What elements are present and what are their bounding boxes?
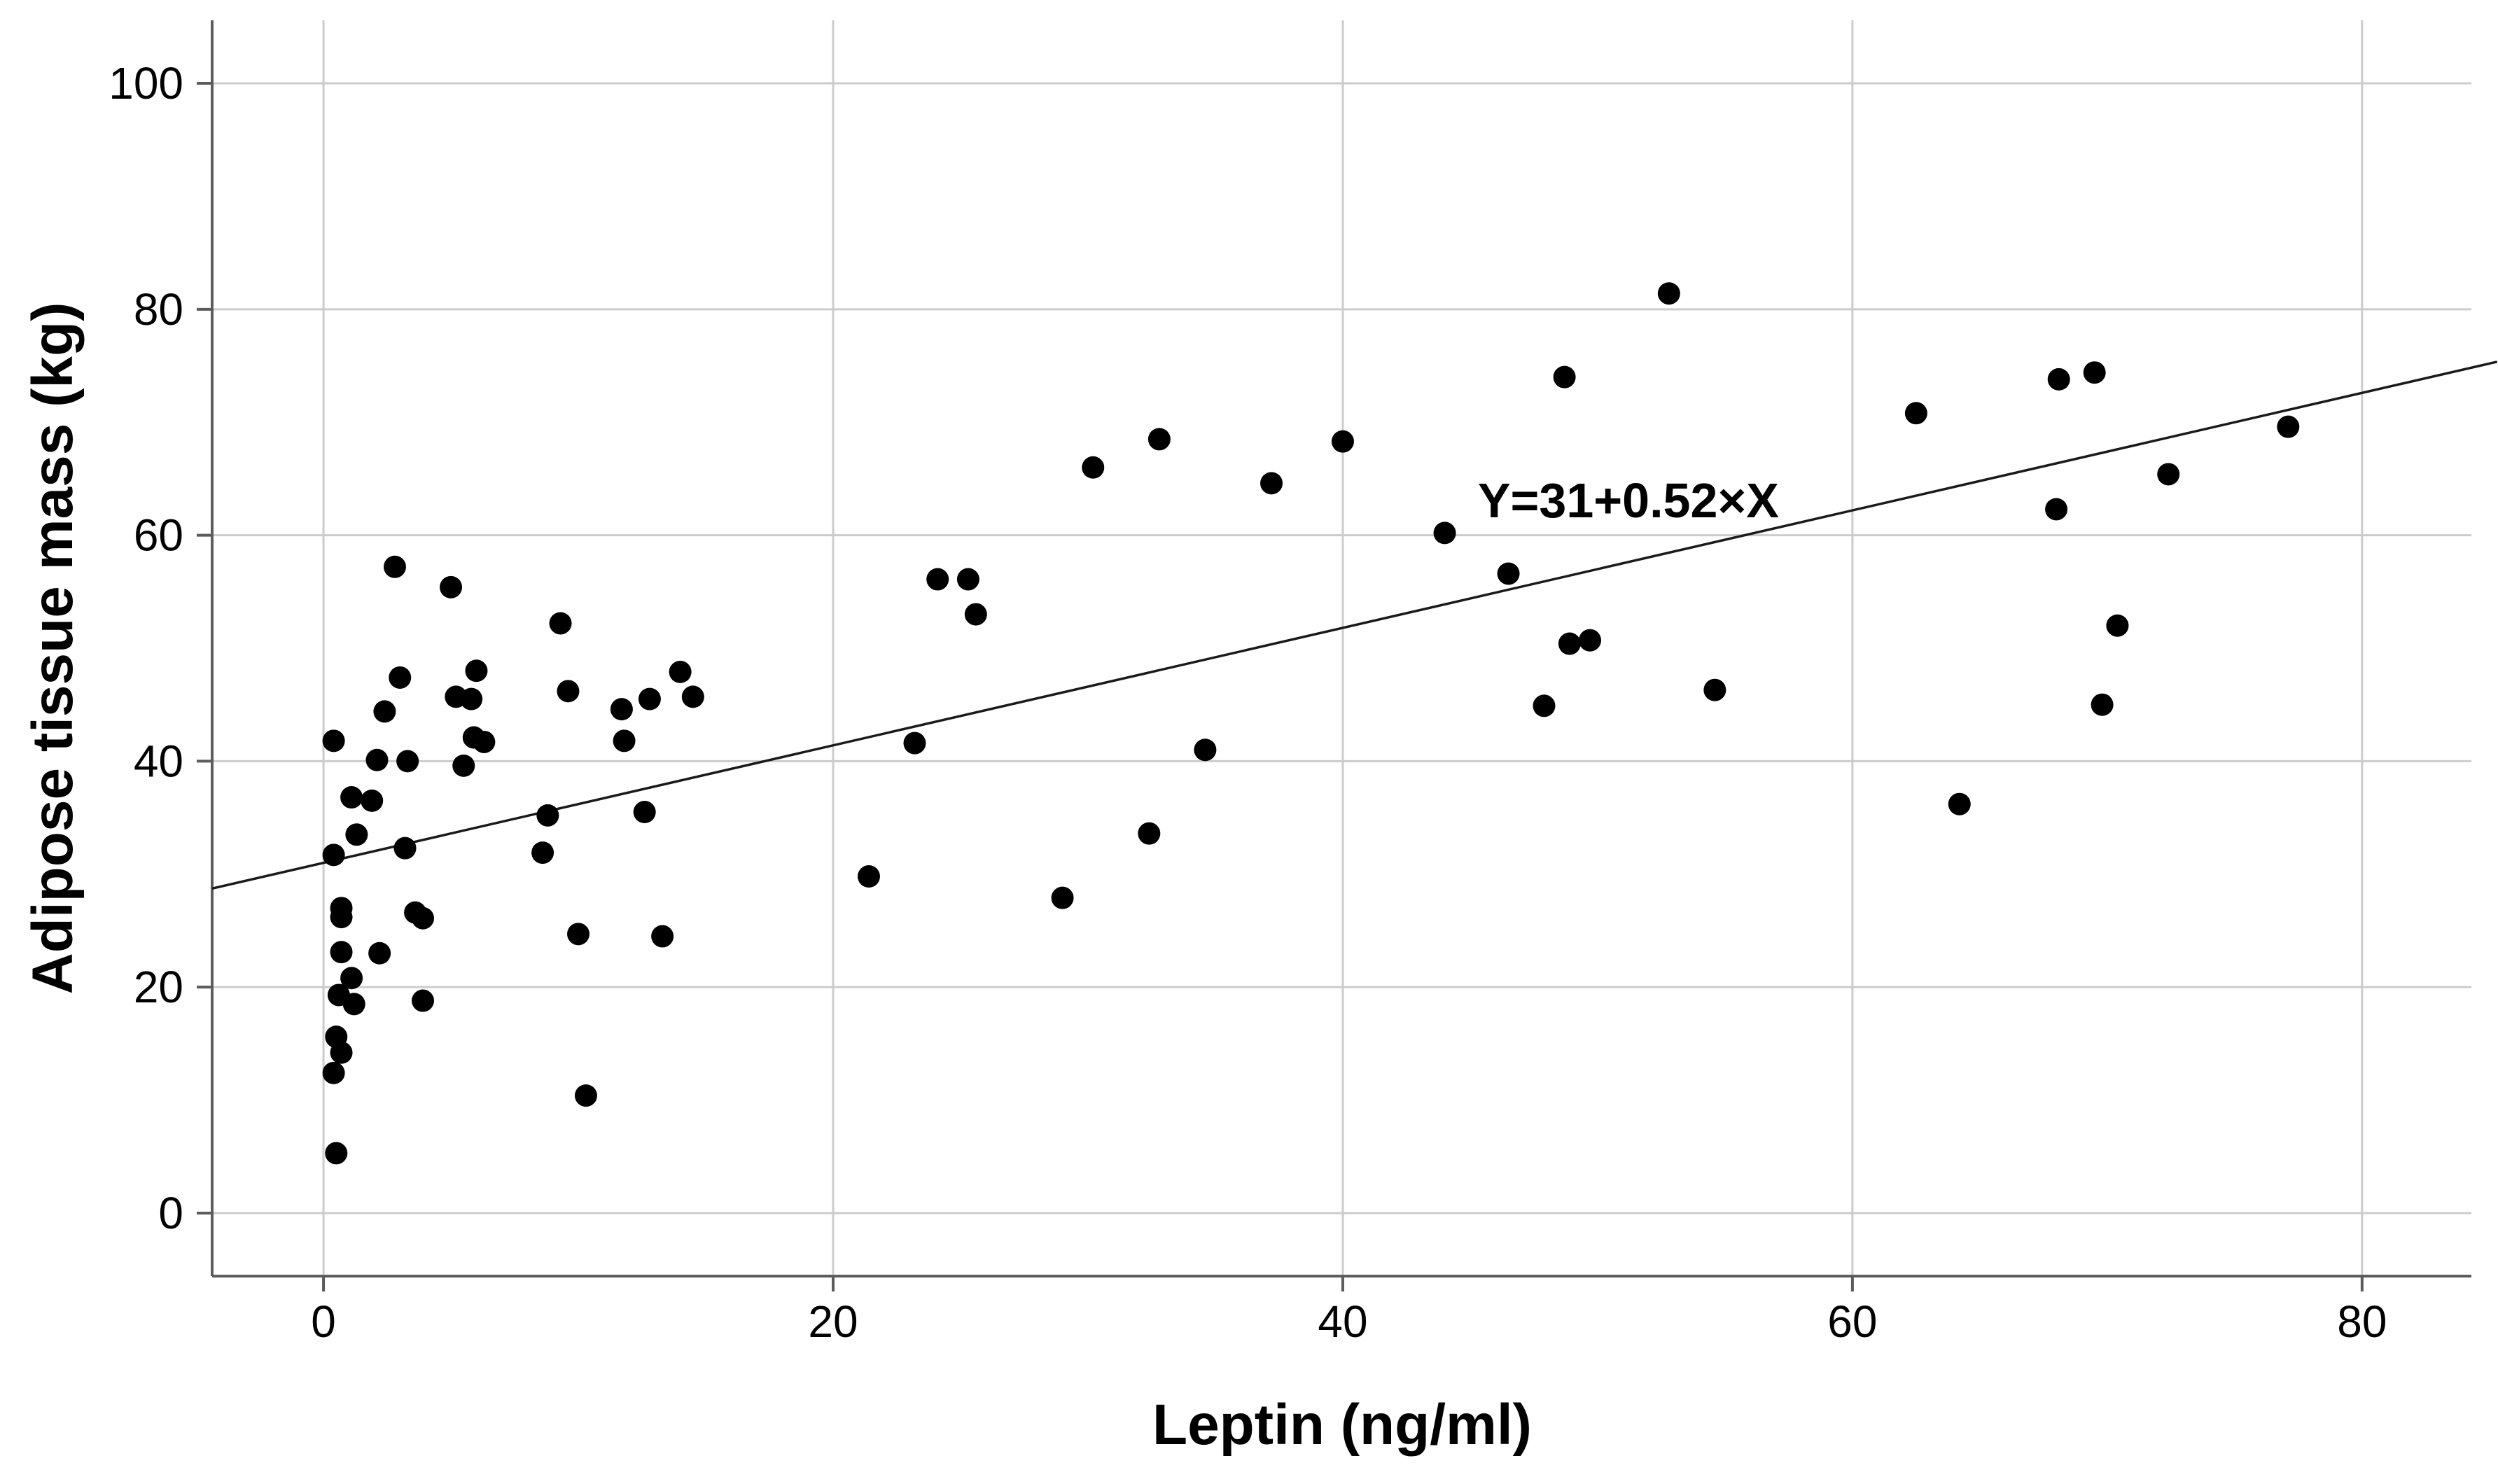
- data-point: [567, 923, 590, 946]
- data-point: [956, 568, 979, 591]
- data-point: [1433, 522, 1456, 545]
- data-point: [1331, 430, 1354, 453]
- data-point: [325, 1026, 348, 1049]
- data-point: [373, 700, 396, 723]
- data-point: [638, 687, 661, 710]
- data-point: [557, 680, 580, 703]
- data-point: [2083, 361, 2106, 384]
- data-point: [1579, 629, 1602, 652]
- y-tick-label: 60: [134, 510, 183, 561]
- data-point: [325, 1142, 348, 1165]
- y-axis-title: Adipose tissue mass (kg): [21, 302, 85, 995]
- data-point: [322, 729, 345, 752]
- data-point: [1904, 402, 1927, 425]
- data-points: [322, 282, 2300, 1165]
- data-point: [368, 941, 391, 965]
- data-point: [1147, 428, 1171, 451]
- data-point: [669, 660, 692, 683]
- data-point: [926, 568, 949, 591]
- data-point: [452, 754, 475, 777]
- data-point: [396, 750, 419, 773]
- data-point: [2106, 614, 2129, 637]
- data-point: [345, 823, 368, 846]
- data-point: [681, 685, 704, 708]
- data-point: [651, 925, 674, 948]
- data-point: [1082, 456, 1105, 479]
- data-point: [322, 844, 345, 867]
- data-point: [2277, 415, 2300, 438]
- y-tick-label: 80: [134, 284, 183, 335]
- x-tick-label: 0: [311, 1296, 336, 1347]
- data-point: [1948, 792, 1971, 816]
- data-point: [2047, 368, 2070, 391]
- y-tick-label: 20: [134, 962, 183, 1012]
- tick-marks-and-labels: 0 20 40 60 80 0 20 40 60 80 100: [109, 58, 2387, 1347]
- data-point: [549, 612, 572, 635]
- data-point: [322, 1061, 345, 1084]
- data-point: [2157, 463, 2180, 486]
- x-tick-label: 60: [1827, 1296, 1877, 1347]
- x-tick-label: 80: [2337, 1296, 2387, 1347]
- data-point: [440, 575, 463, 598]
- data-point: [1558, 632, 1581, 655]
- data-point: [473, 730, 496, 753]
- regression-equation-label: Y=31+0.52×X: [1478, 473, 1779, 528]
- y-tick-label: 0: [158, 1188, 183, 1238]
- data-point: [1194, 738, 1217, 762]
- x-axis-title: Leptin (ng/ml): [1152, 1393, 1532, 1457]
- data-point: [330, 941, 353, 964]
- x-tick-label: 40: [1318, 1296, 1367, 1347]
- y-tick-label: 40: [134, 736, 183, 786]
- data-point: [340, 786, 363, 809]
- data-point: [460, 687, 483, 710]
- data-point: [857, 865, 880, 888]
- data-point: [2045, 498, 2068, 521]
- data-point: [1260, 472, 1283, 495]
- data-point: [610, 698, 633, 721]
- data-point: [389, 666, 412, 689]
- data-point: [340, 967, 363, 990]
- data-point: [412, 906, 435, 930]
- data-point: [613, 729, 636, 752]
- gridlines: [212, 20, 2471, 1276]
- data-point: [1533, 694, 1556, 718]
- data-point: [330, 897, 353, 920]
- data-point: [412, 989, 435, 1012]
- y-tick-label: 100: [109, 58, 183, 108]
- data-point: [327, 983, 350, 1007]
- data-point: [536, 804, 559, 827]
- data-point: [1138, 822, 1161, 845]
- data-point: [393, 836, 417, 860]
- data-point: [465, 659, 488, 682]
- data-point: [361, 789, 384, 812]
- data-point: [1703, 678, 1726, 701]
- data-point: [633, 801, 656, 824]
- data-point: [383, 555, 406, 578]
- data-point: [903, 732, 926, 755]
- regression-line: [211, 360, 2498, 890]
- data-point: [2091, 693, 2114, 716]
- data-point: [531, 841, 554, 864]
- x-tick-label: 20: [808, 1296, 858, 1347]
- data-point: [964, 603, 987, 626]
- data-point: [574, 1084, 597, 1107]
- data-point: [1657, 282, 1680, 305]
- data-point: [1051, 886, 1074, 909]
- data-point: [1553, 365, 1576, 388]
- regression-layer: [211, 360, 2498, 890]
- data-point: [1497, 562, 1520, 585]
- data-point: [365, 748, 389, 771]
